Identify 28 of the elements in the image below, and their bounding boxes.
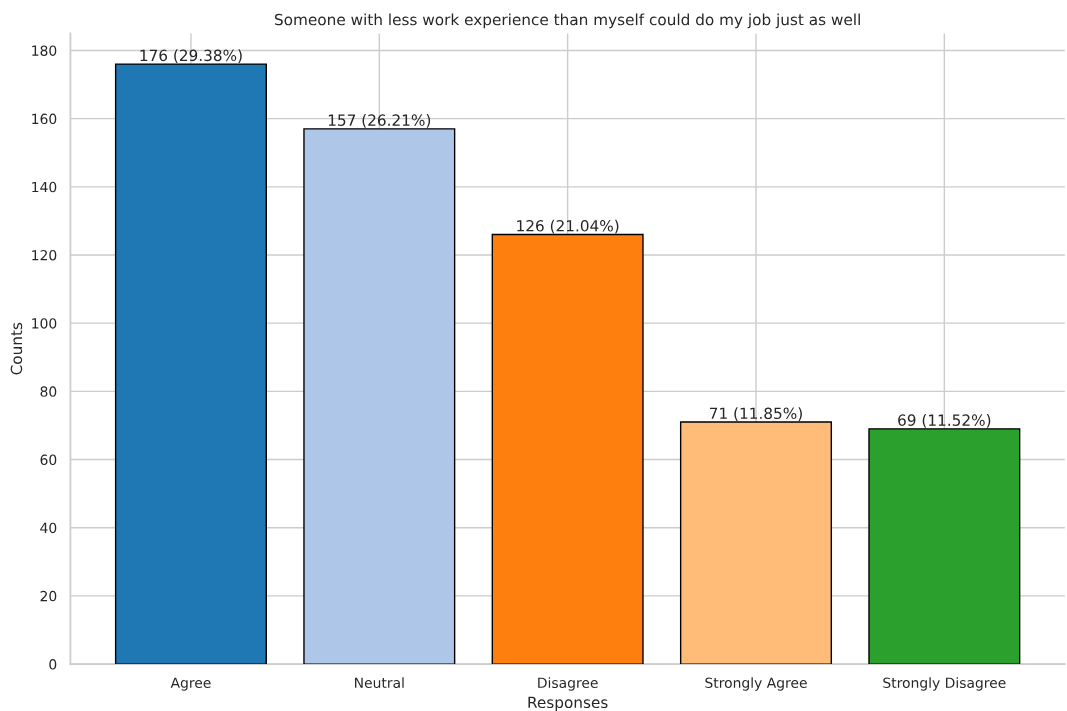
x-tick-label: Strongly Disagree: [883, 677, 1006, 691]
bar: [679, 421, 833, 665]
y-tick-label: 160: [32, 113, 57, 125]
bar: [303, 128, 456, 665]
y-axis-title: Counts: [10, 322, 23, 375]
x-axis-title: Responses: [528, 696, 608, 711]
data-label: 157 (26.21%): [328, 114, 431, 128]
bar: [868, 428, 1021, 665]
x-tick-label: Disagree: [538, 677, 598, 691]
x-tick-label: Neutral: [355, 677, 404, 689]
y-tick-label: 0: [49, 659, 57, 670]
y-tick-label: 40: [40, 522, 57, 534]
y-tick-label: 60: [40, 454, 57, 466]
y-tick-label: 100: [32, 318, 57, 329]
bar: [114, 63, 267, 665]
data-label: 176 (29.38%): [140, 49, 242, 63]
x-tick-label: Strongly Agree: [705, 677, 807, 691]
y-tick-label: 180: [32, 45, 57, 56]
chart-title: Someone with less work experience than myself could do my job just as well: [274, 13, 860, 29]
data-label: 69 (11.52%): [898, 414, 991, 428]
y-tick-label: 140: [32, 181, 57, 193]
y-tick-label: 120: [32, 249, 57, 261]
data-label: 71 (11.85%): [710, 407, 802, 421]
data-label: 126 (21.04%): [517, 219, 619, 234]
y-tick-label: 80: [40, 386, 57, 397]
bar: [491, 233, 644, 665]
y-tick-label: 20: [40, 590, 57, 602]
x-tick-label: Agree: [170, 677, 211, 691]
